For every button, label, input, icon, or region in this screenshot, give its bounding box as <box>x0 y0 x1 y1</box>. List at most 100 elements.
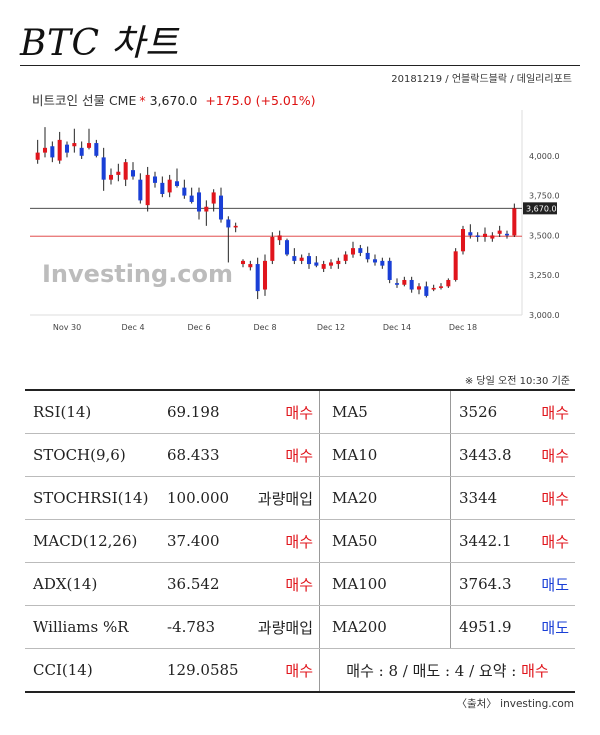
summary-signal: 매수 <box>521 661 549 680</box>
candle-body <box>79 147 84 156</box>
candle-body <box>167 179 172 193</box>
candle-body <box>424 286 429 296</box>
x-tick-label: Nov 30 <box>53 323 81 332</box>
indicator-row: STOCHRSI(14) 100.000 과량매입 MA20 3344 매수 <box>25 476 575 520</box>
indicator-row: Williams %R -4.783 과량매입 MA200 4951.9 매도 <box>25 605 575 649</box>
ma-name: MA10 <box>319 433 451 477</box>
candle-body <box>35 152 40 160</box>
candle-body <box>468 232 473 236</box>
indicator-signal: 과량매입 <box>257 618 313 637</box>
signal-summary: 매수 : 8 / 매도 : 4 / 요약 : 매수 <box>319 648 575 693</box>
candle-body <box>446 279 451 287</box>
indicator-note: ※ 당일 오전 10:30 기준 <box>464 376 570 387</box>
indicator-table: RSI(14) 69.198 매수 MA5 3526 매수 STOCH(9,6) 68.433… <box>25 389 575 693</box>
ma-signal: 매수 <box>541 532 569 551</box>
candle-body <box>64 144 70 153</box>
candle-body <box>255 264 260 292</box>
candle-body <box>343 254 348 261</box>
candle-body <box>336 260 341 265</box>
ma-signal: 매수 <box>541 403 569 422</box>
candle-body <box>387 260 392 280</box>
indicator-signal: 매수 <box>285 532 313 551</box>
ma-name: MA100 <box>319 562 451 606</box>
candle-body <box>138 179 143 201</box>
candle-body <box>218 195 224 220</box>
candle-body <box>277 235 282 241</box>
x-tick-label: Dec 4 <box>121 323 144 332</box>
indicator-signal: 매수 <box>285 661 313 680</box>
ma-value: 3526 <box>450 390 537 434</box>
instrument-name: 비트코인 선물 CME <box>32 93 137 108</box>
indicator-name: CCI(14) <box>25 648 161 693</box>
y-tick-label: 3,000.0 <box>529 311 560 320</box>
candle-body <box>299 257 304 261</box>
candle-body <box>108 174 114 180</box>
last-price-label: 3,670.0 <box>526 204 557 213</box>
candle-body <box>240 260 246 265</box>
x-tick-label: Dec 6 <box>187 323 210 332</box>
page-title: BTC 차트 <box>20 23 179 64</box>
candle-body <box>409 279 414 290</box>
last-price: 3,670.0 <box>149 93 198 108</box>
indicator-name: Williams %R <box>25 605 161 649</box>
indicator-name: MACD(12,26) <box>25 519 161 563</box>
candle-body <box>116 171 121 175</box>
ma-name: MA200 <box>319 605 451 649</box>
candle-body <box>460 229 466 252</box>
candle-body <box>372 259 378 263</box>
candle-body <box>497 230 502 234</box>
candle-body <box>482 233 488 237</box>
candle-body <box>248 264 253 268</box>
indicator-name: STOCHRSI(14) <box>25 476 161 520</box>
summary-text: 매수 : 8 / 매도 : 4 / 요약 : <box>346 661 522 680</box>
candle-body <box>72 143 77 147</box>
candlestick-chart: 4,000.0 3,750.0 3,500.0 3,250.0 3,000.0 Nov 3… <box>30 110 560 332</box>
ma-value: 3442.1 <box>450 519 537 563</box>
candle-body <box>50 146 55 158</box>
candle-body <box>42 147 48 153</box>
indicator-signal: 과량매입 <box>257 489 313 508</box>
ma-signal: 매도 <box>541 575 569 594</box>
price-change: +175.0 <box>205 93 252 108</box>
candle-body <box>438 286 444 288</box>
ma-name: MA5 <box>319 390 451 434</box>
candle-body <box>86 143 92 148</box>
candle-body <box>130 170 136 177</box>
candle-body <box>453 251 458 280</box>
ma-signal: 매수 <box>541 446 569 465</box>
indicator-name: RSI(14) <box>25 390 161 434</box>
ma-value: 3344 <box>450 476 537 520</box>
title-divider <box>20 65 580 66</box>
candle-body <box>101 157 106 180</box>
y-tick-label: 3,250.0 <box>529 271 560 280</box>
candle-body <box>416 286 422 290</box>
indicator-value: 129.0585 <box>161 648 243 693</box>
candle-body <box>182 187 187 196</box>
indicator-value: 37.400 <box>161 519 243 563</box>
ma-value: 4951.9 <box>450 605 537 649</box>
x-tick-label: Dec 18 <box>449 323 477 332</box>
indicator-row: RSI(14) 69.198 매수 MA5 3526 매수 <box>25 390 575 434</box>
candle-body <box>211 192 216 204</box>
candle-body <box>123 162 128 180</box>
candle-body <box>160 182 165 195</box>
chart-quote-header: 비트코인 선물 CME * 3,670.0 +175.0 (+5.01%) <box>32 90 316 109</box>
price-chart: 비트코인 선물 CME * 3,670.0 +175.0 (+5.01%) 4,000.… <box>30 86 570 344</box>
candle-body <box>189 195 194 202</box>
candle-body <box>94 143 99 156</box>
candle-body <box>394 283 400 285</box>
indicator-row-summary: CCI(14) 129.0585 매수 매수 : 8 / 매도 : 4 / 요약 : … <box>25 648 575 693</box>
candle-body <box>284 240 290 255</box>
candle-body <box>262 260 268 290</box>
candle-body <box>204 206 209 212</box>
indicator-name: STOCH(9,6) <box>25 433 161 477</box>
delayed-marker: * <box>139 93 146 108</box>
ma-name: MA20 <box>319 476 451 520</box>
ma-signal: 매도 <box>541 618 569 637</box>
indicator-value: 69.198 <box>161 390 243 434</box>
indicator-value: -4.783 <box>161 605 243 649</box>
y-tick-label: 3,500.0 <box>529 231 560 240</box>
candle-body <box>402 279 407 285</box>
candle-body <box>358 248 363 253</box>
indicator-signal: 매수 <box>285 403 313 422</box>
